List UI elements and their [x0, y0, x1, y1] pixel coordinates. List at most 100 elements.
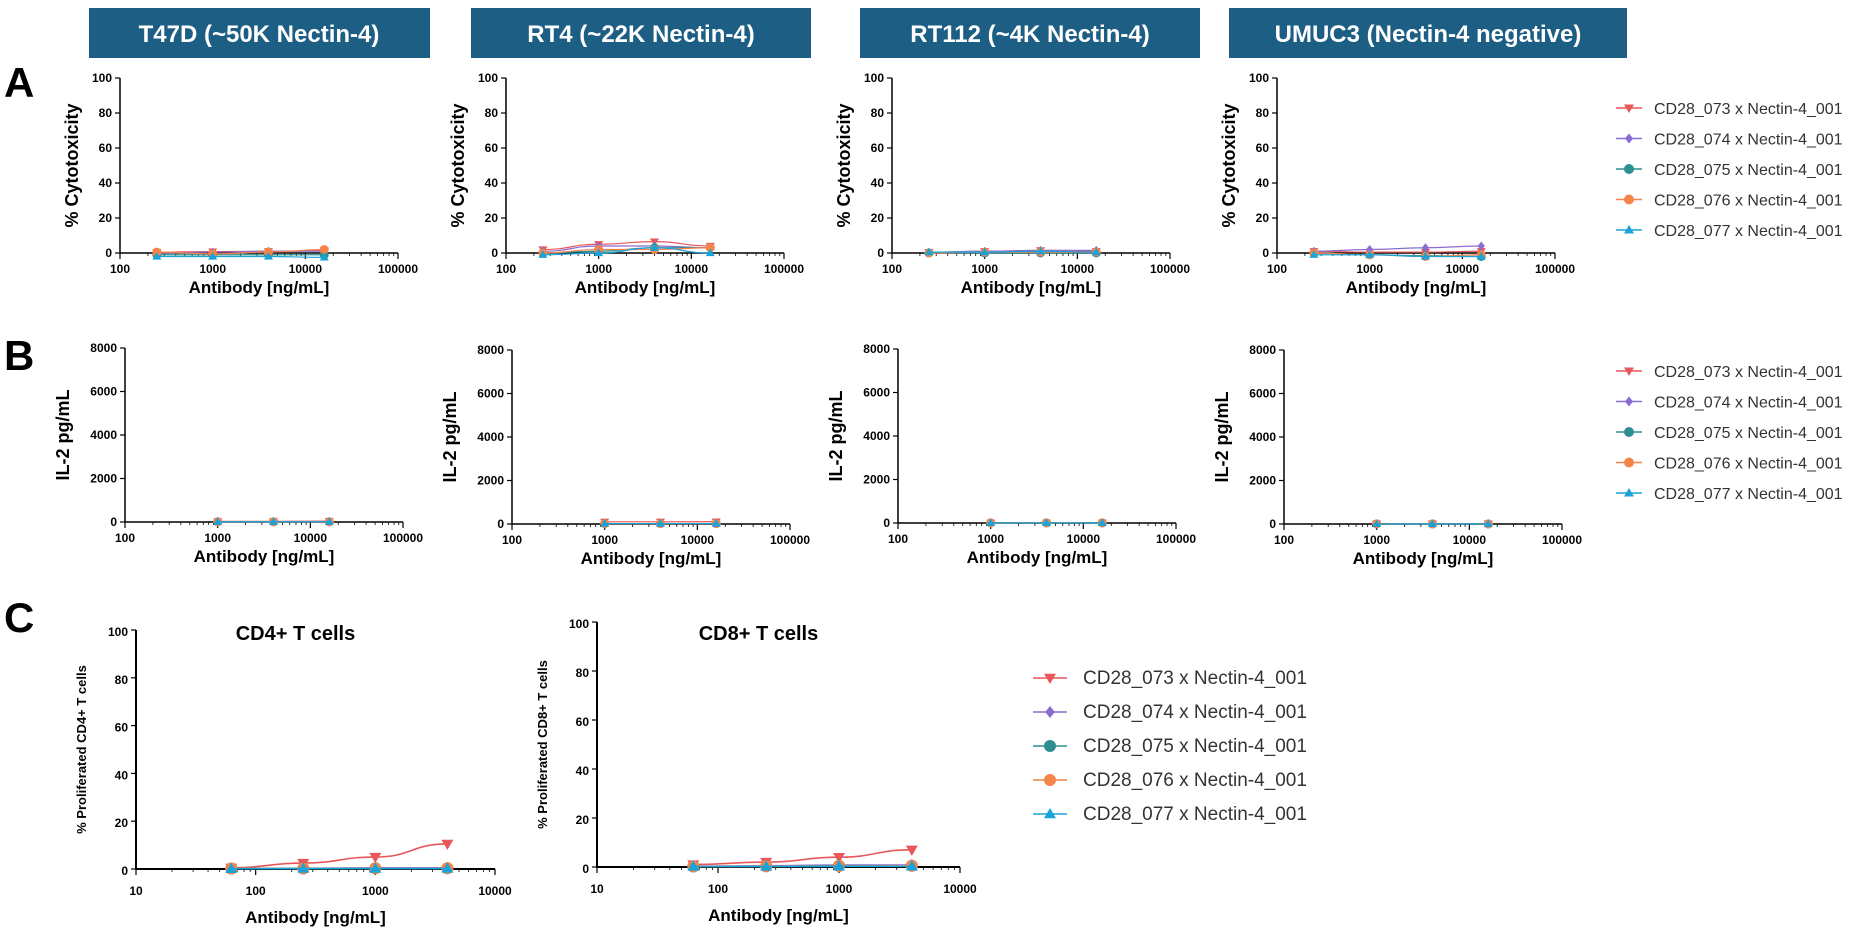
- legend-item: CD28_077 x Nectin-4_001: [1616, 223, 1843, 240]
- x-tick-label: 10000: [1067, 532, 1101, 546]
- data-point: [1420, 252, 1430, 260]
- x-tick-label: 10: [590, 882, 604, 896]
- y-tick-label: 60: [1256, 141, 1270, 155]
- x-tick-label: 100000: [764, 262, 804, 276]
- chart-a3-rt112-cytotoxicity: 0 20 40 60 80 100 100 1000 10000 100000 Antibody […: [834, 71, 1190, 297]
- data-point: [1309, 250, 1319, 258]
- legend-item: CD28_074 x Nectin-4_001: [1033, 702, 1307, 723]
- data-point: [208, 252, 218, 260]
- series-cd28_077: [600, 519, 721, 527]
- data-point: [538, 250, 548, 258]
- y-tick-label: 0: [582, 862, 589, 876]
- legend-marker: [1045, 706, 1055, 718]
- data-point: [980, 247, 990, 256]
- legend-marker: [1624, 367, 1634, 376]
- series-line: [693, 849, 912, 866]
- legend-label: CD28_073 x Nectin-4_001: [1083, 668, 1307, 689]
- data-point: [594, 248, 604, 257]
- x-axis-label: Antibody [ng/mL]: [194, 547, 335, 566]
- data-point: [1483, 519, 1493, 528]
- legend-marker: [1624, 488, 1634, 497]
- y-axis-label: IL-2 pg/mL: [1212, 392, 1232, 483]
- y-tick-label: 40: [115, 768, 129, 782]
- legend-b: CD28_073 x Nectin-4_001 CD28_074 x Nectin…: [1616, 364, 1843, 503]
- legend-marker: [1044, 673, 1056, 684]
- legend-label: CD28_077 x Nectin-4_001: [1654, 486, 1843, 503]
- x-tick-label: 100000: [1542, 533, 1582, 547]
- legend-label: CD28_075 x Nectin-4_001: [1654, 162, 1843, 179]
- y-axis-label: % Proliferated CD8+ T cells: [535, 660, 550, 829]
- x-tick-label: 100: [246, 884, 266, 898]
- x-axis-label: Antibody [ng/mL]: [245, 908, 386, 927]
- header-1-label: T47D (~50K Nectin-4): [139, 21, 380, 48]
- y-tick-label: 100: [569, 617, 589, 631]
- y-tick-label: 60: [485, 141, 499, 155]
- data-point: [369, 862, 382, 873]
- legend-item: CD28_076 x Nectin-4_001: [1033, 770, 1307, 791]
- data-point: [263, 252, 273, 260]
- legend-label: CD28_073 x Nectin-4_001: [1654, 364, 1843, 381]
- data-point: [297, 862, 310, 873]
- y-tick-label: 0: [883, 516, 890, 530]
- y-tick-label: 6000: [863, 386, 890, 400]
- data-point: [441, 839, 454, 850]
- y-tick-label: 8000: [90, 341, 117, 355]
- x-tick-label: 100000: [378, 262, 418, 276]
- x-tick-label: 1000: [204, 531, 231, 545]
- legend-marker: [1044, 808, 1056, 819]
- header-4: UMUC3 (Nectin-4 negative): [1229, 8, 1627, 58]
- y-tick-label: 40: [1256, 176, 1270, 190]
- x-tick-label: 1000: [362, 884, 389, 898]
- legend-marker: [1624, 225, 1634, 234]
- y-tick-label: 8000: [863, 342, 890, 356]
- x-tick-label: 10000: [675, 262, 709, 276]
- legend-marker: [1625, 133, 1633, 144]
- legend-marker: [1624, 194, 1634, 205]
- legend-label: CD28_073 x Nectin-4_001: [1654, 101, 1843, 118]
- y-tick-label: 60: [99, 141, 113, 155]
- y-tick-label: 20: [485, 211, 499, 225]
- x-axis-label: Antibody [ng/mL]: [1346, 278, 1487, 297]
- chart-c2-cd8-proliferation: 0 20 40 60 80 100 10 100 1000 10000 Antibody [ng/m…: [535, 617, 977, 925]
- data-point: [1421, 243, 1430, 253]
- data-point: [833, 860, 845, 871]
- panel-letter-c: C: [4, 594, 34, 641]
- legend-item: CD28_076 x Nectin-4_001: [1616, 193, 1843, 210]
- series-cd28_077: [213, 517, 334, 525]
- data-point: [1365, 250, 1375, 258]
- data-point: [924, 247, 934, 256]
- x-tick-label: 10000: [294, 531, 328, 545]
- legend-item: CD28_075 x Nectin-4_001: [1616, 162, 1843, 179]
- legend-item: CD28_073 x Nectin-4_001: [1616, 101, 1843, 118]
- y-tick-label: 2000: [1249, 474, 1276, 488]
- panel-letter-b: B: [4, 332, 34, 379]
- series-cd28_077: [924, 246, 1101, 256]
- data-point: [324, 517, 334, 525]
- x-tick-label: 1000: [826, 882, 853, 896]
- data-point: [225, 862, 238, 873]
- legend-label: CD28_074 x Nectin-4_001: [1654, 395, 1843, 412]
- data-point: [833, 853, 845, 864]
- chart-title: CD4+ T cells: [236, 623, 356, 645]
- legend-label: CD28_074 x Nectin-4_001: [1654, 132, 1843, 149]
- y-axis-label: % Proliferated CD4+ T cells: [74, 665, 89, 834]
- y-tick-label: 80: [871, 106, 885, 120]
- y-tick-label: 40: [99, 176, 113, 190]
- chart-a2-rt4-cytotoxicity: 0 20 40 60 80 100 100 1000 10000 100000 Antibody […: [448, 71, 804, 297]
- header-2-bg: [471, 8, 811, 58]
- chart-b2-rt4-il2: 0 2000 4000 6000 8000 100 1000 10000 100000 Antib…: [440, 343, 810, 568]
- x-axis-label: Antibody [ng/mL]: [575, 278, 716, 297]
- y-tick-label: 0: [877, 246, 884, 260]
- legend-item: CD28_074 x Nectin-4_001: [1616, 395, 1843, 412]
- x-tick-label: 10000: [1061, 262, 1095, 276]
- legend-marker: [1044, 774, 1056, 786]
- series-cd28_077: [1309, 250, 1486, 260]
- y-tick-label: 40: [576, 764, 590, 778]
- series-line: [542, 245, 711, 252]
- y-tick-label: 2000: [477, 474, 504, 488]
- legend-marker: [1624, 164, 1634, 174]
- legend-label: CD28_076 x Nectin-4_001: [1083, 770, 1307, 791]
- legend-label: CD28_074 x Nectin-4_001: [1083, 702, 1307, 723]
- y-tick-label: 20: [99, 211, 113, 225]
- legend-marker: [1624, 104, 1634, 113]
